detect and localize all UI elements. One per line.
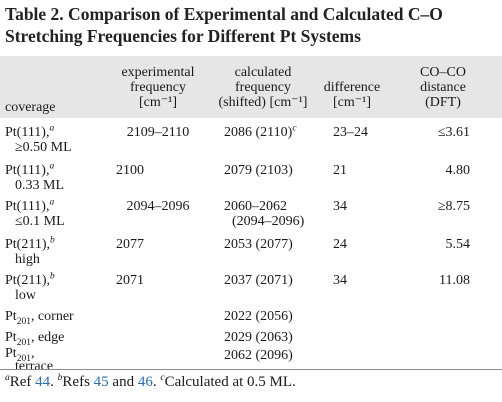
- header-coverage: coverage: [5, 100, 56, 115]
- row-5-experimental: 2071: [116, 273, 144, 288]
- row-4-calculated: 2053 (2077): [224, 237, 293, 252]
- row-5-calculated: 2037 (2071): [224, 273, 293, 288]
- data-table: coverage experimental frequency [cm⁻¹] c…: [0, 56, 502, 374]
- row-2-difference: 21: [333, 163, 347, 178]
- header-distance-line2: distance: [420, 80, 466, 95]
- table-bottom-rule: [0, 369, 502, 370]
- row-8-system: Pt201,: [5, 346, 35, 364]
- row-7-system: Pt201, edge: [5, 330, 65, 348]
- header-calculated-line2: frequency: [235, 80, 291, 95]
- header-difference-line2: [cm⁻¹]: [332, 95, 371, 110]
- header-experimental-line3: [cm⁻¹]: [138, 95, 177, 110]
- header-distance-line1: CO–CO: [420, 65, 466, 80]
- header-experimental-line2: frequency: [130, 80, 186, 95]
- row-8-coverage: terrace: [15, 359, 54, 374]
- header-distance-line3: (DFT): [425, 95, 461, 110]
- row-4-system: Pt(211),b: [5, 235, 55, 252]
- row-1-distance: ≤3.61: [437, 125, 470, 140]
- row-3-experimental: 2094–2096: [126, 199, 190, 214]
- row-1-experimental: 2109–2110: [126, 125, 190, 140]
- table-caption: Table 2. Comparison of Experimental and …: [5, 4, 443, 46]
- row-1-difference: 23–24: [333, 125, 368, 140]
- row-2-calculated: 2079 (2103): [224, 163, 293, 178]
- row-4-distance: 5.54: [445, 237, 471, 252]
- row-4-difference: 24: [333, 237, 347, 252]
- row-6-system: Pt201, corner: [5, 309, 74, 327]
- row-3-calculated-line2: (2094–2096): [232, 214, 305, 229]
- header-calculated-line3: (shifted) [cm⁻¹]: [218, 95, 308, 110]
- row-3-calculated: 2060–2062: [224, 199, 287, 214]
- row-3-coverage: ≤0.1 ML: [15, 214, 65, 229]
- ref-45-link[interactable]: 45: [93, 374, 109, 390]
- row-3-distance: ≥8.75: [437, 199, 470, 214]
- row-5-coverage: low: [15, 288, 36, 303]
- footnote-a-mark: a: [5, 373, 10, 383]
- ref-46-link[interactable]: 46: [137, 374, 153, 390]
- row-2-distance: 4.80: [445, 163, 471, 178]
- row-5-system: Pt(211),b: [5, 271, 55, 288]
- ref-44-link[interactable]: 44: [35, 374, 51, 390]
- row-3-difference: 34: [333, 199, 347, 214]
- row-2-experimental: 2100: [116, 163, 144, 178]
- row-1-system: Pt(111),a: [5, 123, 55, 140]
- row-8-calculated: 2062 (2096): [224, 348, 293, 363]
- header-experimental-line1: experimental: [121, 65, 195, 80]
- footnote-c-mark: c: [160, 373, 165, 383]
- row-2-system: Pt(111),a: [5, 161, 55, 178]
- row-4-experimental: 2077: [116, 237, 144, 252]
- header-calculated-line1: calculated: [234, 65, 292, 80]
- row-5-distance: 11.08: [439, 273, 470, 288]
- row-5-difference: 34: [333, 273, 347, 288]
- footnote-b-mark: b: [57, 373, 63, 383]
- table-header: [0, 56, 502, 118]
- row-3-system: Pt(111),a: [5, 197, 55, 214]
- row-4-coverage: high: [15, 252, 40, 267]
- header-difference-line1: difference: [323, 80, 381, 95]
- row-1-coverage: ≥0.50 ML: [15, 140, 72, 155]
- row-7-calculated: 2029 (2063): [224, 330, 293, 345]
- table-footnotes: aRef 44. bRefs 45 and 46. cCalculated at…: [5, 373, 296, 390]
- row-6-calculated: 2022 (2056): [224, 309, 293, 324]
- row-1-calculated: 2086 (2110)c: [224, 123, 297, 140]
- row-2-coverage: 0.33 ML: [15, 178, 64, 193]
